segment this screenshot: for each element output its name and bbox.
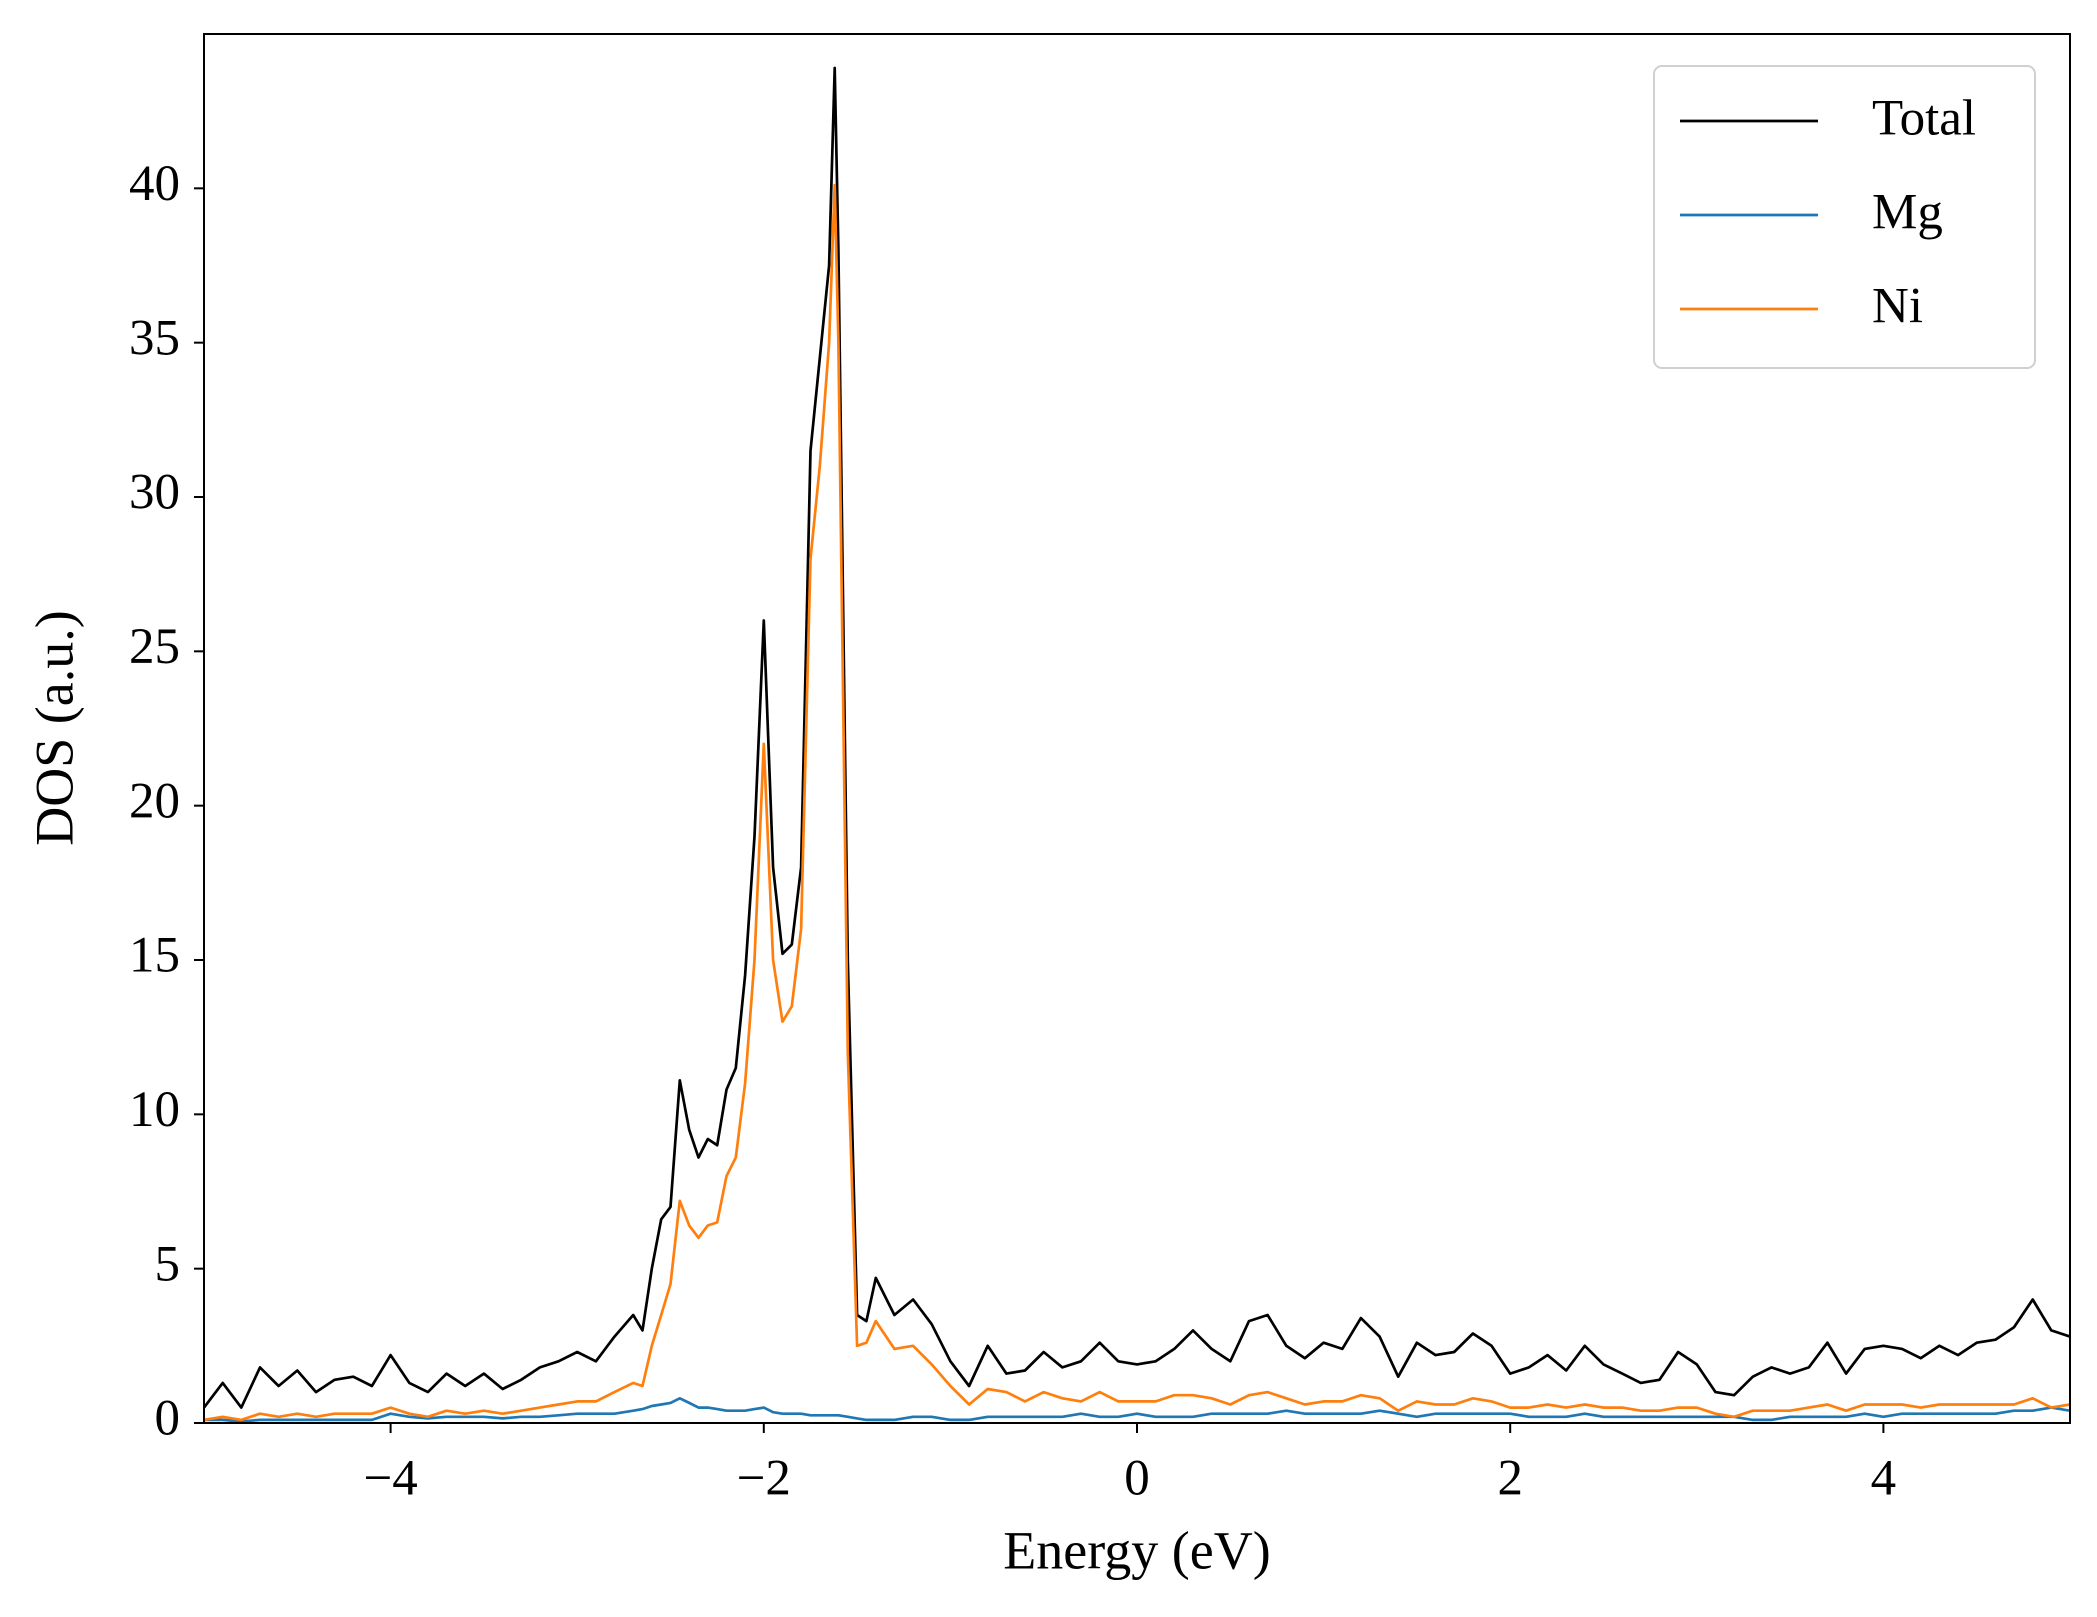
y-tick-label: 40: [129, 156, 180, 212]
y-tick-label: 35: [129, 310, 180, 366]
series-line: [204, 1396, 2070, 1423]
legend-label: Mg: [1872, 185, 1943, 241]
x-tick-label: −2: [737, 1451, 791, 1507]
legend-label: Ni: [1872, 279, 1923, 335]
y-axis-label: DOS (a.u.): [24, 610, 84, 845]
series-line: [204, 183, 2070, 1422]
plot-frame: [203, 33, 2071, 1424]
x-tick-label: −4: [363, 1451, 417, 1507]
y-tick-label: 0: [155, 1391, 181, 1447]
x-tick-label: 2: [1497, 1451, 1523, 1507]
y-tick-label: 25: [129, 619, 180, 675]
y-tick-label: 30: [129, 465, 180, 521]
x-tick-label: 4: [1871, 1451, 1897, 1507]
y-tick-label: 15: [129, 928, 180, 984]
legend-box: [1653, 65, 2036, 369]
legend-label: Total: [1872, 91, 1976, 147]
y-tick-label: 5: [155, 1236, 181, 1292]
x-tick-label: 0: [1124, 1451, 1150, 1507]
y-tick-label: 20: [129, 773, 180, 829]
y-tick-label: 10: [129, 1082, 180, 1138]
x-axis-label: Energy (eV): [1003, 1520, 1270, 1580]
series-line: [204, 66, 2070, 1409]
